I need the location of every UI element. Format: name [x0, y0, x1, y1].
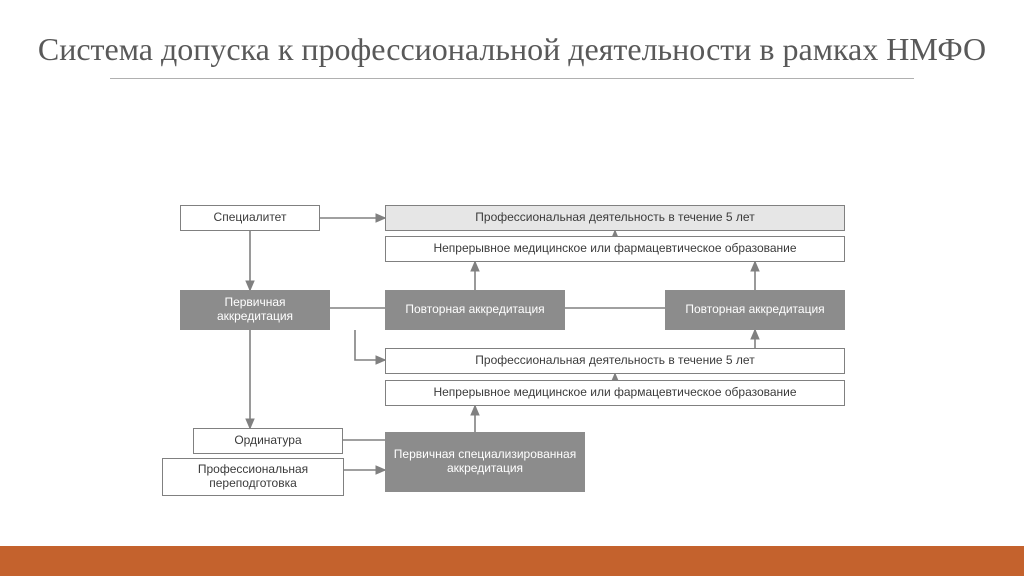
- flowchart-node-label: Непрерывное медицинское или фармацевтиче…: [433, 242, 796, 256]
- flowchart-node-label: Повторная аккредитация: [685, 303, 824, 317]
- flowchart-node-b10: Профессиональная переподготовка: [162, 458, 344, 496]
- flowchart-node-label: Первичная специализированная аккредитаци…: [390, 448, 580, 476]
- flowchart-node-b2: Профессиональная деятельность в течение …: [385, 205, 845, 231]
- page-title: Система допуска к профессиональной деяте…: [0, 30, 1024, 68]
- flowchart-node-label: Профессиональная деятельность в течение …: [475, 211, 754, 225]
- accent-bar: [0, 546, 1024, 576]
- flowchart-node-label: Профессиональная переподготовка: [167, 463, 339, 491]
- flowchart-node-label: Повторная аккредитация: [405, 303, 544, 317]
- flowchart-node-b8: Непрерывное медицинское или фармацевтиче…: [385, 380, 845, 406]
- flowchart-node-label: Непрерывное медицинское или фармацевтиче…: [433, 386, 796, 400]
- flowchart-node-b1: Специалитет: [180, 205, 320, 231]
- flowchart-node-b5: Повторная аккредитация: [385, 290, 565, 330]
- flowchart-node-b3: Непрерывное медицинское или фармацевтиче…: [385, 236, 845, 262]
- flowchart-node-b7: Профессиональная деятельность в течение …: [385, 348, 845, 374]
- flowchart-node-label: Профессиональная деятельность в течение …: [475, 354, 754, 368]
- title-rule: [110, 78, 914, 79]
- flowchart-node-b11: Первичная специализированная аккредитаци…: [385, 432, 585, 492]
- flowchart: Специалитет Профессиональная деятельность…: [0, 0, 1024, 576]
- flowchart-node-label: Первичная аккредитация: [185, 296, 325, 324]
- flowchart-node-label: Специалитет: [214, 211, 287, 225]
- title-block: Система допуска к профессиональной деяте…: [0, 0, 1024, 68]
- flowchart-arrows: [0, 0, 1024, 576]
- flowchart-node-b9: Ординатура: [193, 428, 343, 454]
- flowchart-node-b6: Повторная аккредитация: [665, 290, 845, 330]
- page: Система допуска к профессиональной деяте…: [0, 0, 1024, 576]
- flowchart-node-label: Ординатура: [234, 434, 301, 448]
- flowchart-node-b4: Первичная аккредитация: [180, 290, 330, 330]
